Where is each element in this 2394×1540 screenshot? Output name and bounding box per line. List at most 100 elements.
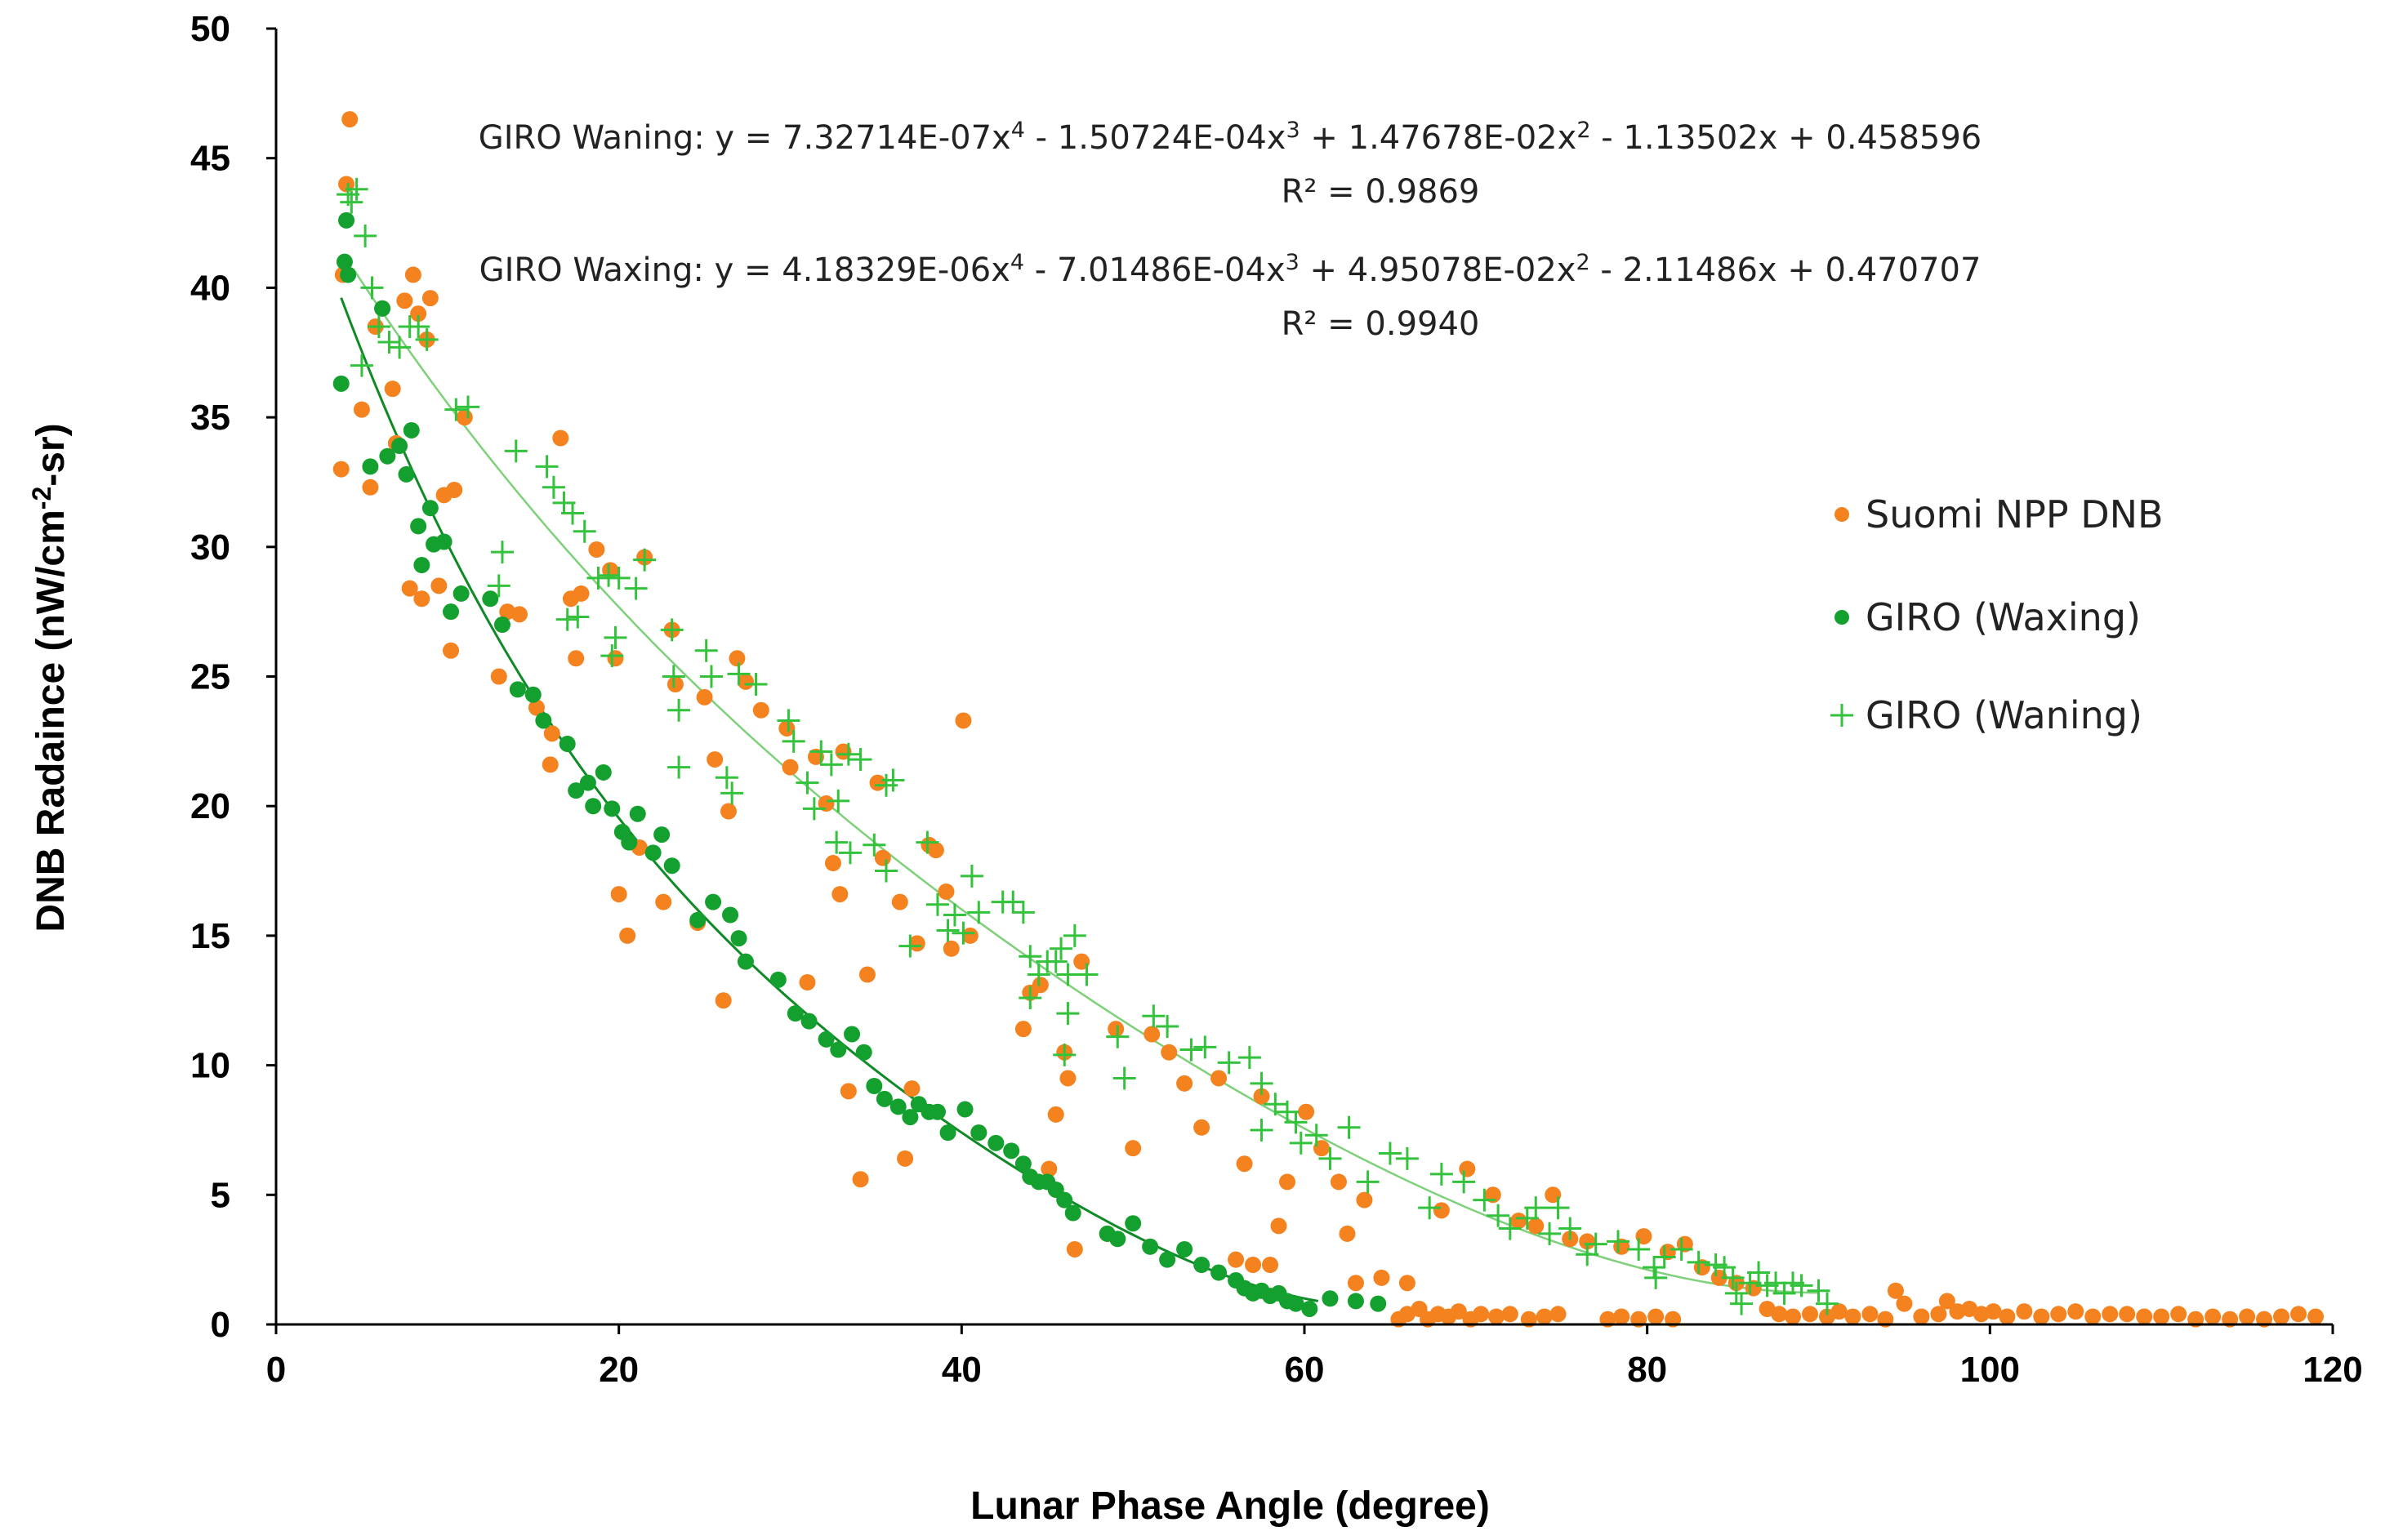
giro-waning-point: [1156, 1014, 1179, 1038]
suomi-point: [1161, 1044, 1178, 1061]
legend-label-waning: GIRO (Waning): [1866, 693, 2142, 737]
x-axis-title: Lunar Phase Angle (degree): [970, 1484, 1490, 1528]
suomi-point: [840, 1083, 857, 1100]
suomi-point: [430, 577, 448, 594]
giro-waning-point: [1395, 1146, 1419, 1170]
suomi-point: [1032, 977, 1049, 994]
giro-waxing-point: [621, 834, 638, 851]
suomi-point: [831, 886, 849, 903]
giro-waning-point: [633, 548, 657, 572]
giro-waning-point: [827, 789, 850, 812]
suomi-point: [752, 701, 769, 719]
waning-eq-sup3: 2: [1576, 118, 1590, 143]
suomi-point: [858, 966, 876, 983]
legend-label-waxing: GIRO (Waxing): [1866, 595, 2141, 639]
giro-waning-point: [1498, 1217, 1522, 1240]
giro-waxing-point: [493, 616, 510, 634]
suomi-point: [737, 673, 754, 690]
giro-waning-point: [487, 574, 510, 598]
giro-waxing-point: [889, 1098, 907, 1115]
giro-waning-point: [1050, 937, 1073, 960]
suomi-point: [908, 935, 925, 952]
suomi-point: [1785, 1308, 1802, 1325]
giro-waning-point: [667, 755, 691, 779]
giro-waning-point: [597, 563, 621, 587]
waning-eq-sup2: 3: [1286, 118, 1300, 143]
giro-waning-point: [1056, 1002, 1080, 1026]
suomi-point: [2205, 1308, 2222, 1325]
giro-waning-point: [360, 276, 384, 300]
giro-waning-point: [809, 740, 833, 763]
giro-waxing-point: [1322, 1290, 1339, 1307]
suomi-point: [2016, 1303, 2033, 1320]
giro-waning-point: [600, 644, 624, 668]
y-axis-title-main: DNB Radaince (nW/cm: [29, 510, 73, 932]
giro-waning-point: [490, 541, 514, 564]
giro-waning-point: [1027, 963, 1050, 986]
suomi-point: [1193, 1119, 1210, 1136]
giro-waxing-point: [902, 1109, 919, 1126]
giro-waxing-point: [391, 438, 408, 455]
giro-waning-point: [1524, 1196, 1548, 1220]
giro-waxing-point: [929, 1103, 946, 1120]
suomi-point: [410, 305, 427, 323]
suomi-point: [1108, 1021, 1125, 1038]
giro-waxing-point: [987, 1134, 1005, 1151]
y-axis-title-suffix: -sr): [29, 423, 73, 486]
giro-waning-point: [744, 673, 768, 697]
legend-label-suomi: Suomi NPP DNB: [1866, 492, 2164, 536]
giro-waning-point: [819, 753, 843, 777]
giro-waxing-point: [585, 798, 602, 815]
giro-waning-point: [660, 618, 684, 642]
giro-waning-point: [407, 315, 430, 339]
giro-waning-point: [1075, 963, 1099, 986]
giro-waxing-point: [705, 893, 722, 910]
giro-waning-point: [1112, 1066, 1136, 1090]
giro-waxing-point: [1064, 1204, 1081, 1222]
giro-waxing-point: [769, 971, 787, 988]
suomi-point: [1253, 1088, 1270, 1105]
x-tick-label: 120: [2303, 1350, 2362, 1390]
giro-waning-point: [1193, 1035, 1217, 1059]
suomi-point: [588, 541, 605, 558]
giro-waxing-point: [1176, 1240, 1193, 1257]
giro-waxing-point: [1125, 1215, 1142, 1232]
legend-marker-waxing: [1835, 610, 1849, 625]
suomi-point: [897, 1150, 914, 1167]
suomi-point: [1373, 1269, 1390, 1286]
giro-waning-point: [1289, 1131, 1313, 1155]
suomi-point: [1510, 1213, 1527, 1230]
giro-waxing-point: [939, 1124, 956, 1142]
giro-waxing-point: [876, 1090, 893, 1107]
giro-waxing-point: [844, 1026, 861, 1043]
waxing-eq-suffix: - 2.11486x + 0.470707: [1590, 251, 1982, 289]
waxing-r2: R² = 0.9940: [1282, 305, 1480, 343]
suomi-point: [510, 606, 528, 623]
giro-waxing-point: [579, 774, 596, 791]
suomi-point: [528, 699, 545, 716]
suomi-point: [715, 992, 732, 1009]
giro-waning-point: [667, 698, 691, 722]
suomi-point: [1433, 1202, 1450, 1219]
giro-waxing-point: [338, 211, 355, 229]
waxing-equation: GIRO Waxing: y = 4.18329E-06x4 - 7.01486…: [479, 250, 1982, 289]
giro-waning-point: [561, 501, 585, 525]
giro-waxing-point: [413, 557, 430, 574]
suomi-point: [955, 712, 972, 729]
giro-waning-point: [1644, 1266, 1668, 1289]
suomi-point: [456, 409, 473, 426]
suomi-point: [1245, 1256, 1262, 1273]
suomi-point: [2084, 1308, 2102, 1325]
waxing-eq-sup2: 3: [1286, 250, 1300, 275]
giro-waxing-point: [855, 1044, 872, 1061]
giro-waning-point: [1063, 924, 1086, 947]
giro-waning-point: [1304, 1124, 1328, 1147]
giro-waning-series: [337, 177, 1839, 1315]
giro-waning-point: [849, 748, 872, 772]
giro-waning-point: [573, 519, 596, 543]
giro-waning-point: [715, 766, 738, 790]
legend-marker-suomi: [1835, 507, 1849, 522]
giro-waning-point: [542, 475, 565, 499]
giro-waxing-point: [818, 1030, 835, 1048]
giro-waxing-point: [452, 585, 470, 602]
